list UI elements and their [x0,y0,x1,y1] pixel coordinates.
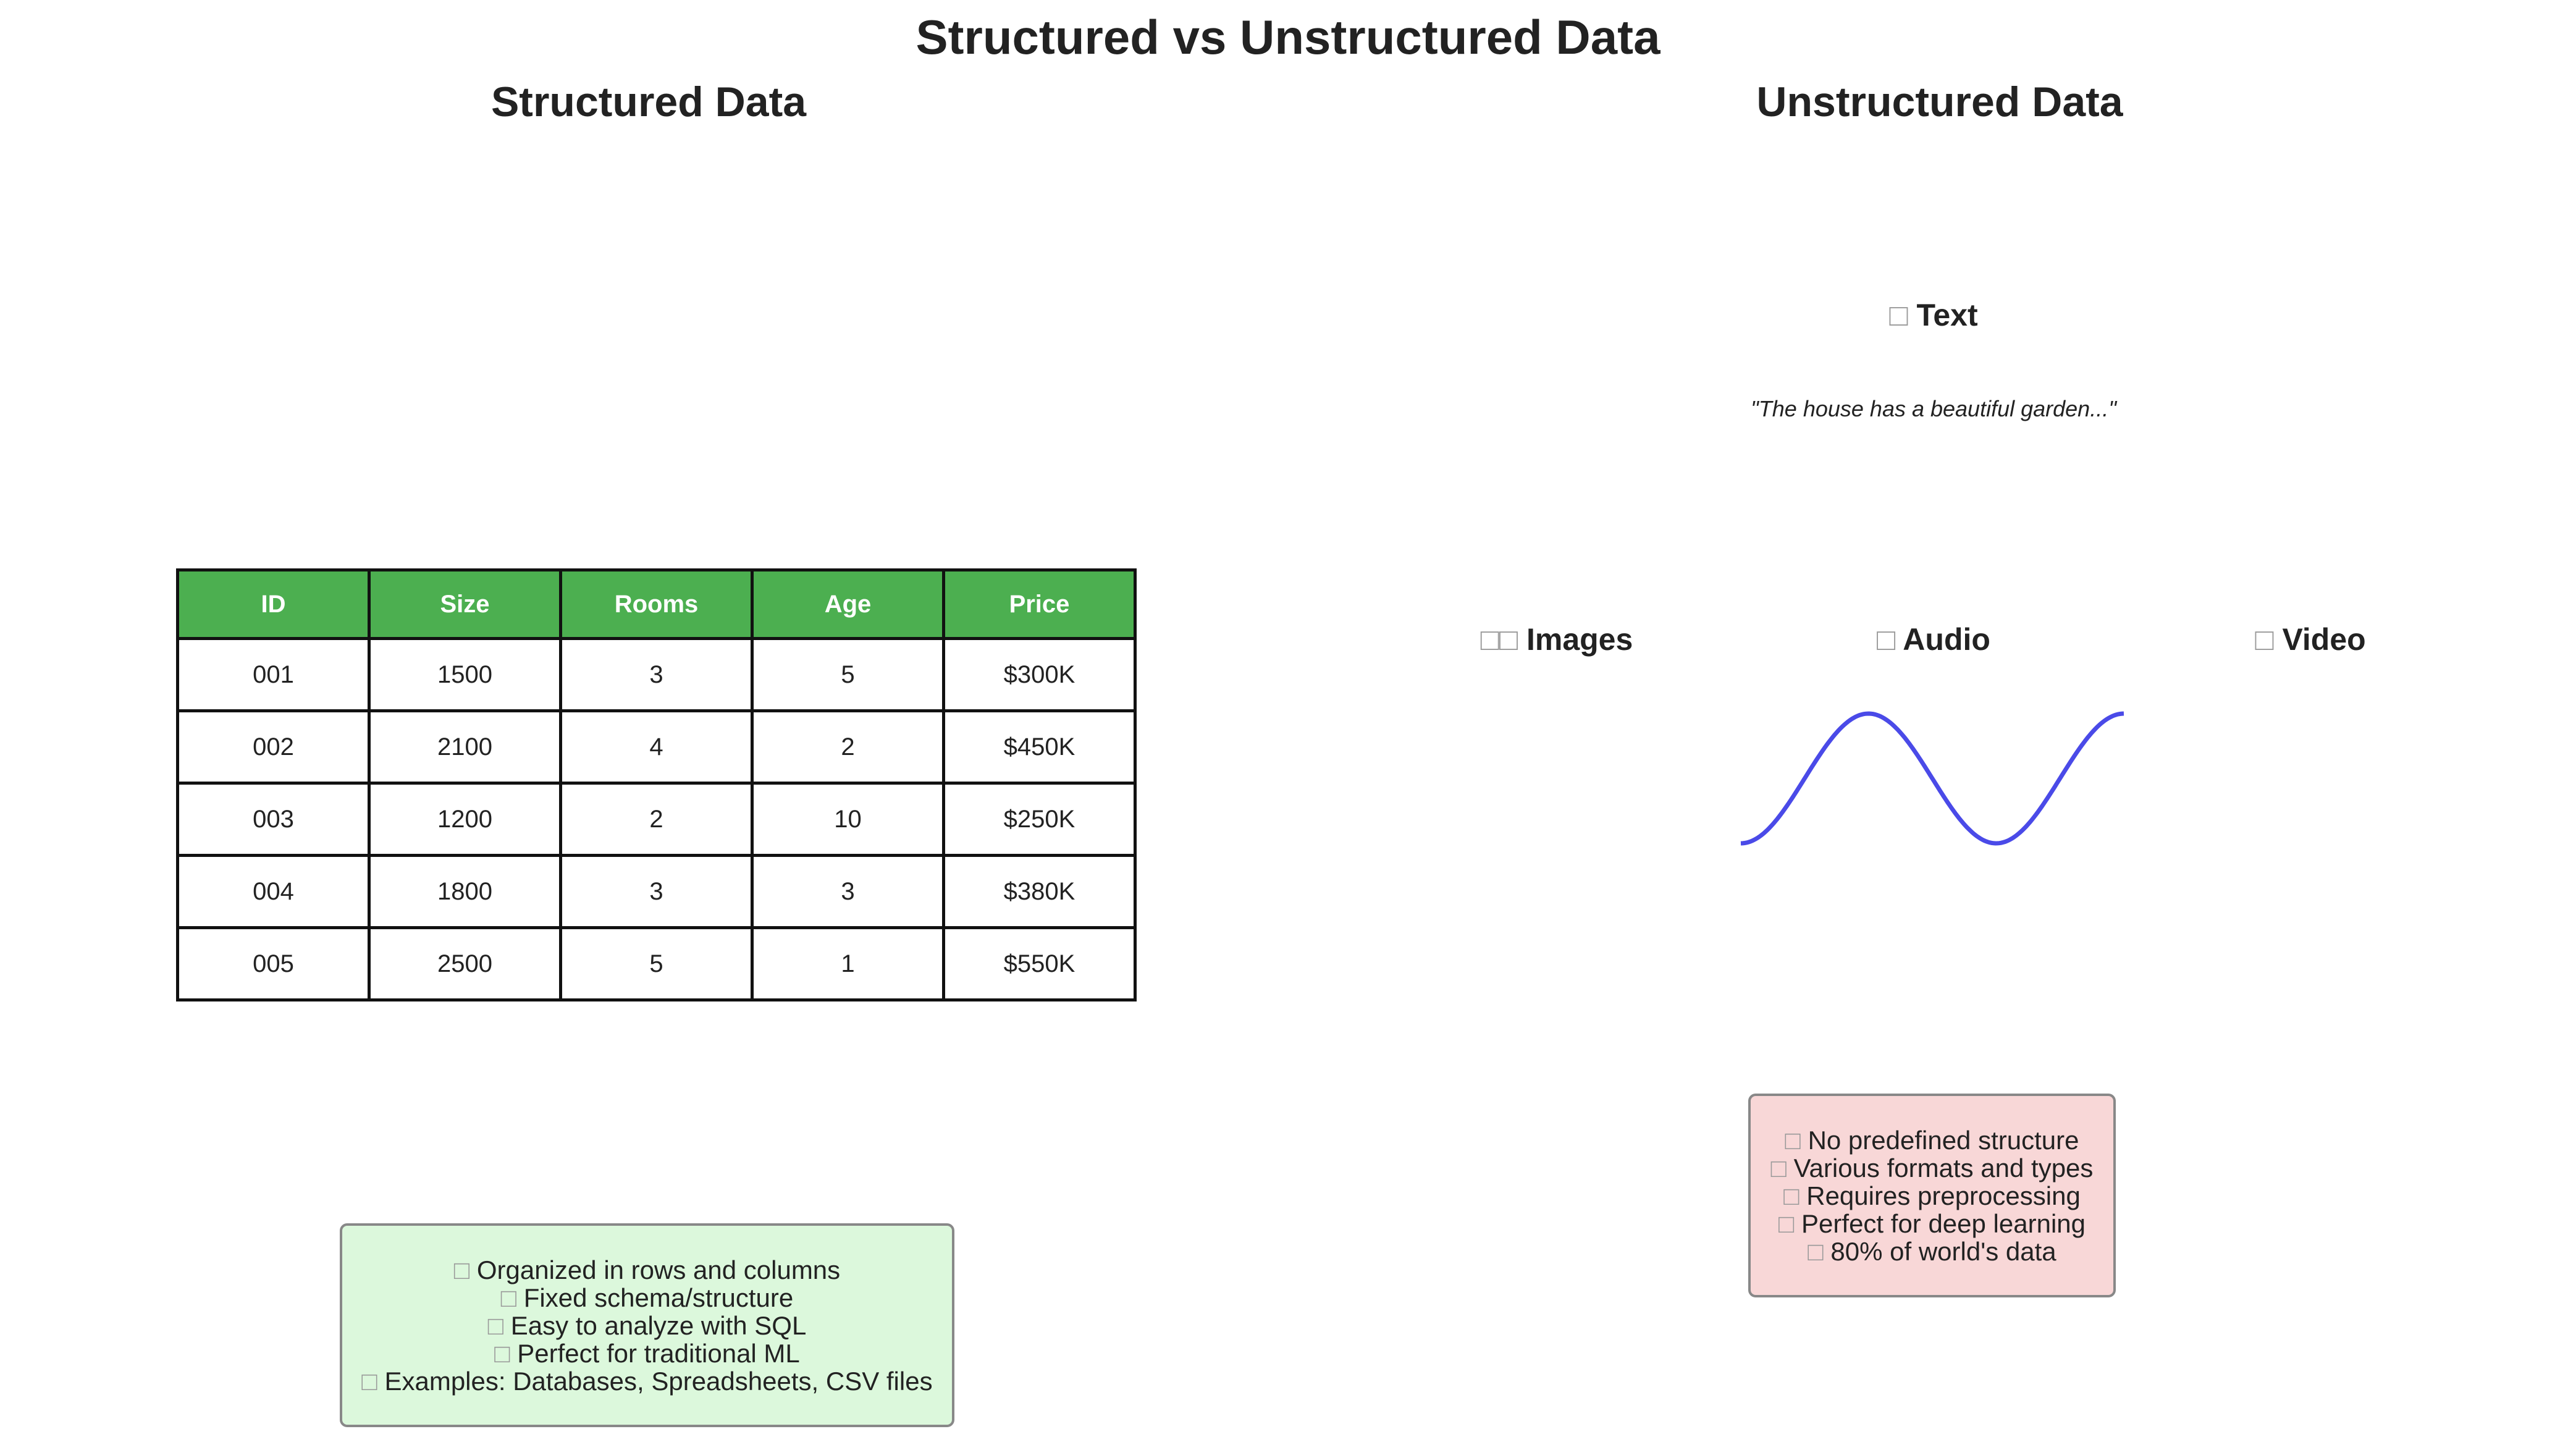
table-row: 001 1500 3 5 $300K [176,637,1137,712]
table-header-cell: Price [942,568,1137,640]
table-cell: 1 [751,926,945,1001]
table-cell: $550K [942,926,1137,1001]
video-label: □ Video [2255,622,2366,657]
info-line: □ Easy to analyze with SQL [487,1310,807,1340]
table-cell: 1200 [368,782,562,857]
placeholder-box-icon: □ [500,1283,517,1312]
table-cell: 4 [559,709,754,785]
placeholder-box-icon: □□ [1480,622,1518,657]
unstructured-info-box: □ No predefined structure □ Various form… [1748,1094,2116,1297]
table-row: 003 1200 2 10 $250K [176,782,1137,857]
placeholder-box-icon: □ [1808,1236,1824,1266]
audio-label: □ Audio [1877,622,1990,657]
table-cell: $300K [942,637,1137,712]
table-header-cell: Age [751,568,945,640]
info-line: □ Requires preprocessing [1783,1181,2081,1210]
table-row: 004 1800 3 3 $380K [176,854,1137,929]
table-cell: 2 [751,709,945,785]
table-header-cell: Size [368,568,562,640]
placeholder-box-icon: □ [2255,622,2274,657]
table-cell: 1500 [368,637,562,712]
structured-data-table: ID Size Rooms Age Price 001 1500 3 5 $30… [176,568,1137,1001]
images-label: □□ Images [1480,622,1633,657]
info-line: □ No predefined structure [1785,1125,2079,1155]
table-cell: 5 [559,926,754,1001]
placeholder-box-icon: □ [1770,1153,1787,1183]
text-sample-quote: "The house has a beautiful garden..." [1751,396,2116,421]
placeholder-box-icon: □ [361,1366,377,1396]
unstructured-title: Unstructured Data [1756,78,2123,125]
placeholder-box-icon: □ [1785,1125,1801,1155]
info-line: □ Fixed schema/structure [500,1283,794,1312]
table-cell: 002 [176,709,371,785]
placeholder-box-icon: □ [453,1255,470,1284]
table-cell: 2500 [368,926,562,1001]
table-cell: 3 [559,637,754,712]
table-cell: 1800 [368,854,562,929]
structured-info-box: □ Organized in rows and columns □ Fixed … [340,1223,954,1427]
info-line: □ 80% of world's data [1808,1236,2056,1266]
table-cell: 10 [751,782,945,857]
info-line: □ Perfect for traditional ML [494,1338,800,1368]
info-line: □ Organized in rows and columns [453,1255,841,1284]
page-title: Structured vs Unstructured Data [915,10,1661,64]
text-label: □ Text [1889,298,1978,332]
placeholder-box-icon: □ [487,1310,504,1340]
audio-waveform [1740,711,2124,846]
table-cell: 003 [176,782,371,857]
table-cell: 001 [176,637,371,712]
table-cell: 3 [751,854,945,929]
table-header-cell: Rooms [559,568,754,640]
info-line: □ Various formats and types [1770,1153,2094,1183]
placeholder-box-icon: □ [1889,298,1908,332]
table-cell: 2100 [368,709,562,785]
table-row: 005 2500 5 1 $550K [176,926,1137,1001]
table-cell: 5 [751,637,945,712]
audio-waveform-line [1740,711,2124,846]
table-cell: 004 [176,854,371,929]
table-cell: $380K [942,854,1137,929]
info-line: □ Examples: Databases, Spreadsheets, CSV… [361,1366,933,1396]
info-line: □ Perfect for deep learning [1778,1208,2086,1238]
placeholder-box-icon: □ [1783,1181,1799,1210]
table-header-row: ID Size Rooms Age Price [176,568,1137,640]
table-cell: 3 [559,854,754,929]
placeholder-box-icon: □ [1877,622,1896,657]
structured-title: Structured Data [490,78,807,125]
table-row: 002 2100 4 2 $450K [176,709,1137,785]
table-cell: $250K [942,782,1137,857]
placeholder-box-icon: □ [494,1338,510,1368]
table-header-cell: ID [176,568,371,640]
table-cell: $450K [942,709,1137,785]
table-cell: 2 [559,782,754,857]
placeholder-box-icon: □ [1778,1208,1795,1238]
table-cell: 005 [176,926,371,1001]
